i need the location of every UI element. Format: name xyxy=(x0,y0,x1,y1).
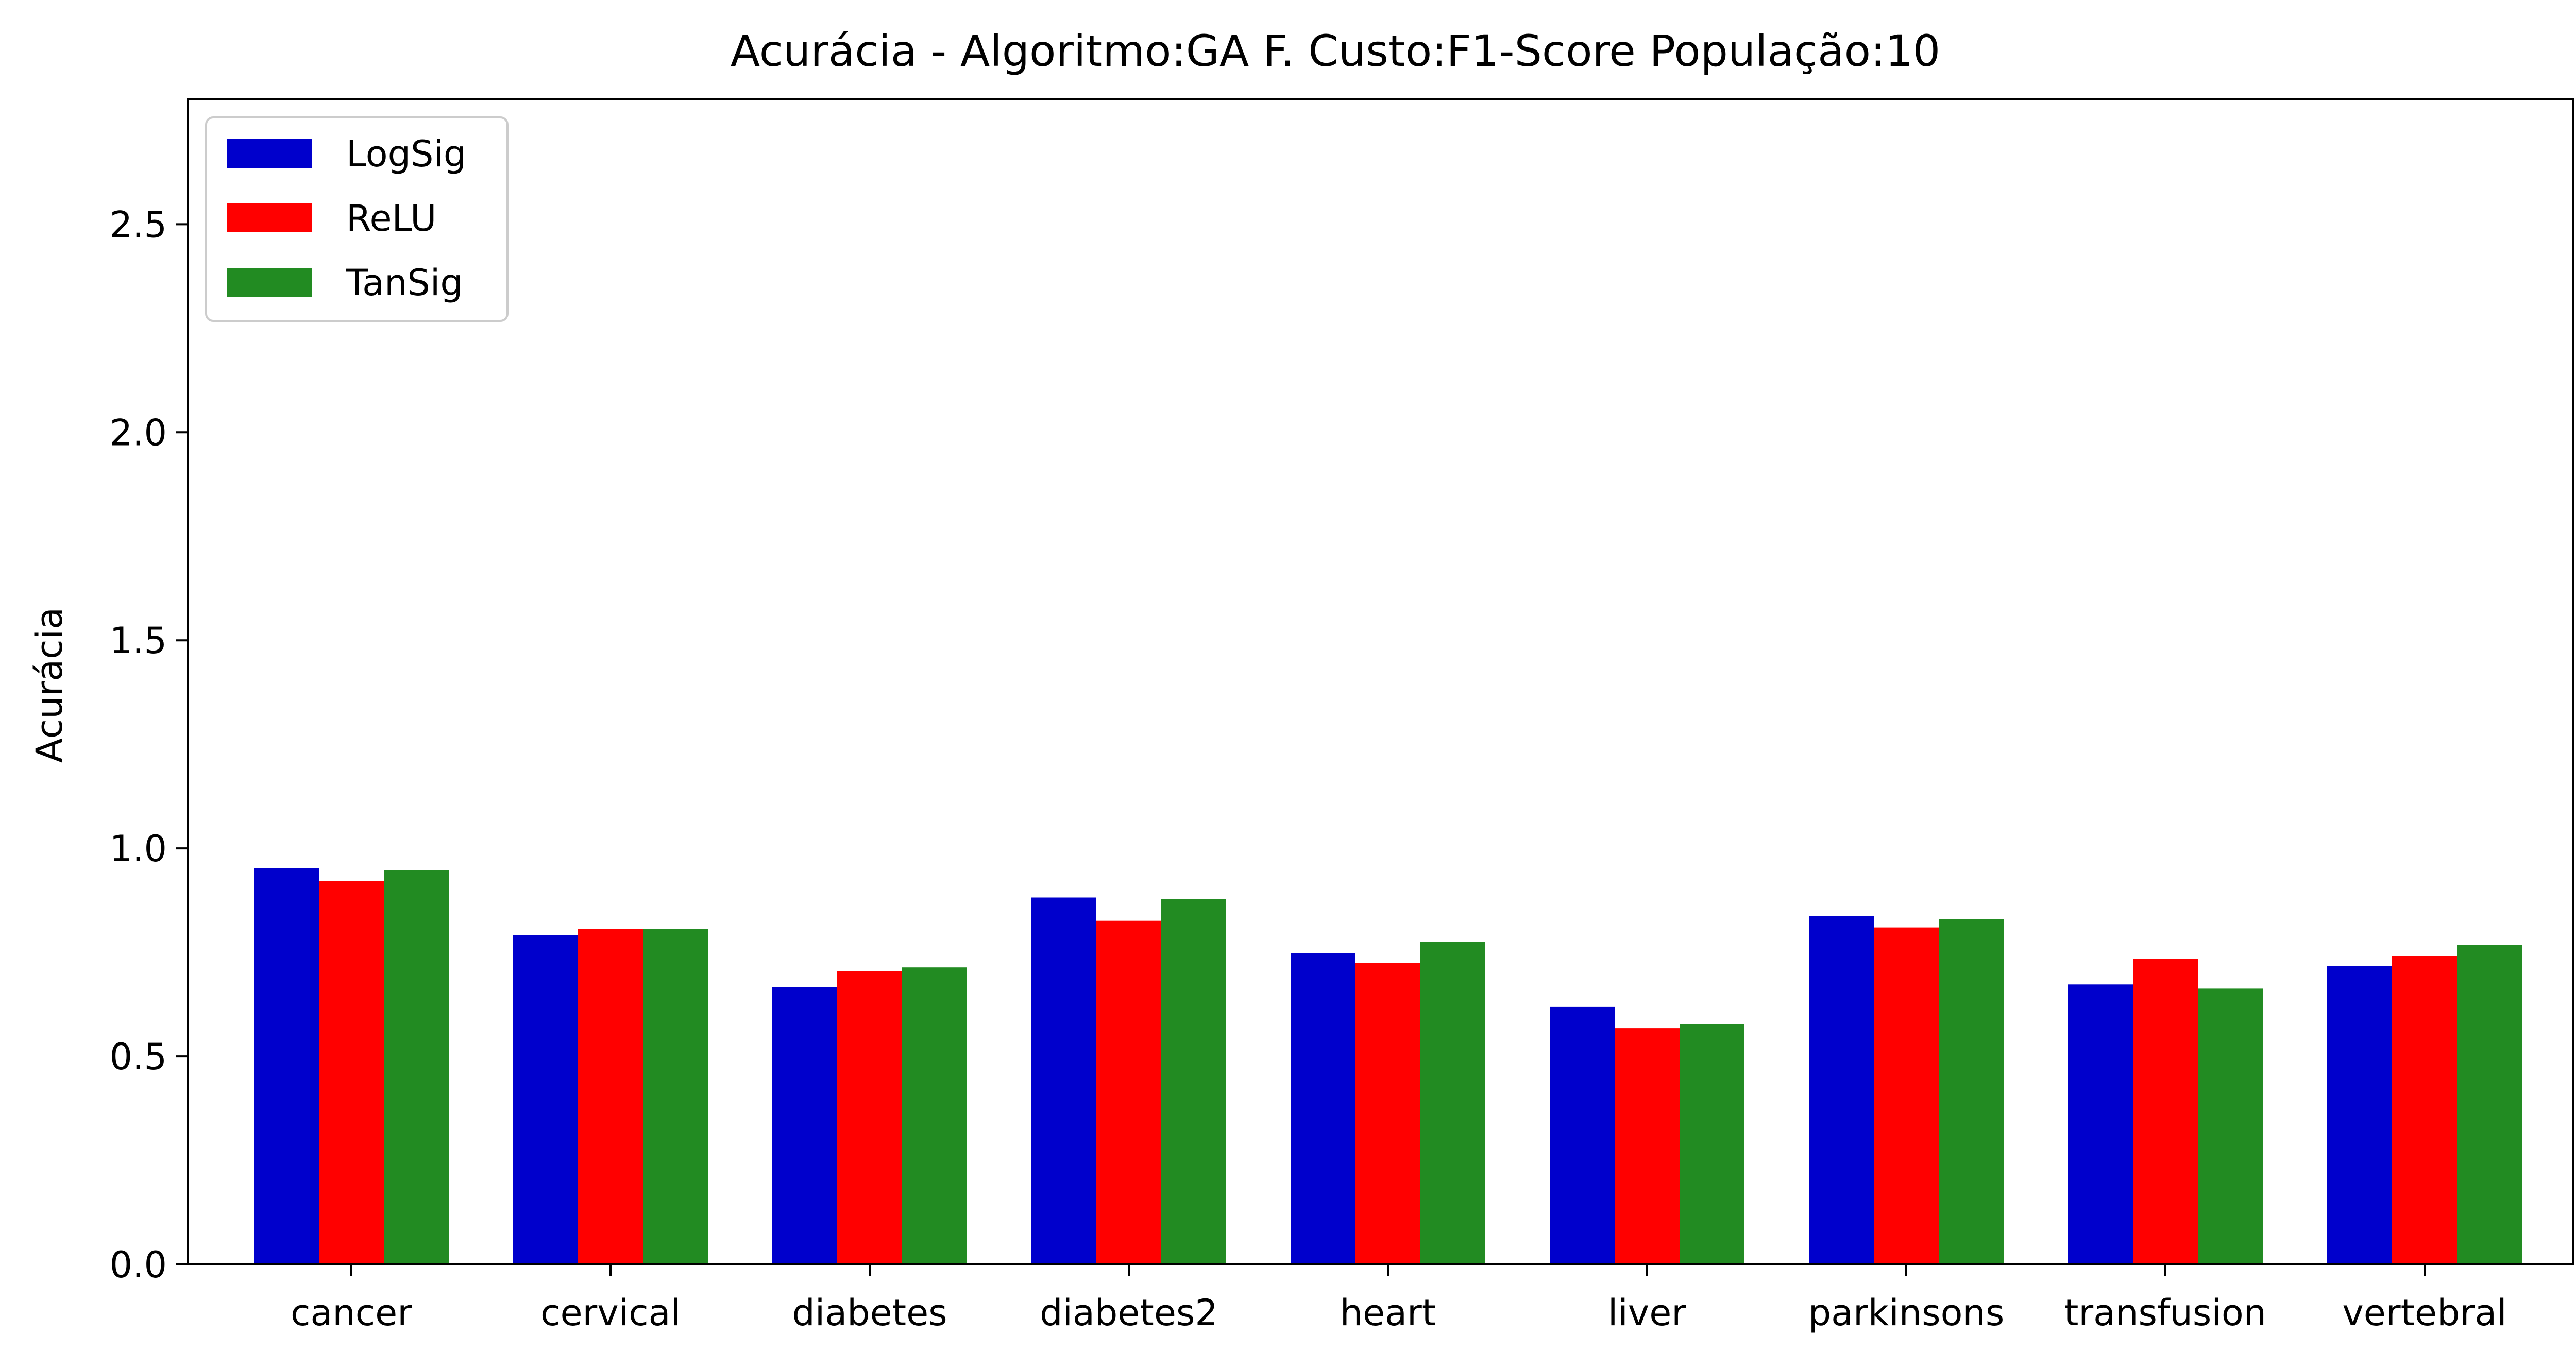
bars-layer xyxy=(254,868,2522,1264)
legend: LogSig ReLU TanSig xyxy=(205,116,509,322)
x-tick-label-cervical: cervical xyxy=(540,1292,681,1334)
x-tick-label-diabetes2: diabetes2 xyxy=(1040,1292,1218,1334)
bar-relu-vertebral xyxy=(2392,956,2457,1264)
x-axis: cancer cervical diabetes diabetes2 heart live… xyxy=(291,1264,2507,1334)
legend-label-logsig: LogSig xyxy=(346,133,466,175)
bar-logsig-cancer xyxy=(254,868,319,1264)
bar-relu-liver xyxy=(1615,1028,1680,1264)
y-axis: 0.0 0.5 1.0 1.5 2.0 2.5 xyxy=(110,203,188,1286)
bar-logsig-heart xyxy=(1291,953,1355,1264)
y-tick-label: 0.0 xyxy=(110,1244,167,1286)
bar-tansig-diabetes xyxy=(902,967,967,1264)
legend-swatch-logsig xyxy=(227,139,312,168)
x-tick-label-vertebral: vertebral xyxy=(2342,1292,2506,1334)
bar-tansig-heart xyxy=(1420,942,1485,1264)
bar-tansig-vertebral xyxy=(2457,945,2522,1264)
legend-label-tansig: TanSig xyxy=(346,262,463,304)
y-tick-label: 2.0 xyxy=(110,412,167,454)
bar-tansig-parkinsons xyxy=(1939,919,2004,1264)
x-tick-label-heart: heart xyxy=(1340,1292,1436,1334)
legend-label-relu: ReLU xyxy=(346,197,436,239)
legend-swatch-tansig xyxy=(227,268,312,297)
bar-logsig-diabetes2 xyxy=(1031,897,1096,1264)
bar-logsig-vertebral xyxy=(2327,966,2392,1264)
bar-logsig-cervical xyxy=(513,935,578,1264)
bar-tansig-diabetes2 xyxy=(1161,899,1226,1264)
y-tick-label: 1.0 xyxy=(110,828,167,870)
x-tick-label-diabetes: diabetes xyxy=(792,1292,947,1334)
x-tick-label-liver: liver xyxy=(1608,1292,1686,1334)
chart-title: Acurácia - Algoritmo:GA F. Custo:F1-Scor… xyxy=(731,26,1940,76)
bar-tansig-transfusion xyxy=(2198,988,2263,1264)
x-tick-label-cancer: cancer xyxy=(291,1292,412,1334)
bar-tansig-cervical xyxy=(643,929,708,1264)
bar-relu-diabetes xyxy=(837,971,902,1264)
y-axis-label: Acurácia xyxy=(28,607,71,763)
bar-tansig-liver xyxy=(1680,1024,1744,1264)
y-tick-label: 2.5 xyxy=(110,203,167,246)
y-tick-label: 1.5 xyxy=(110,620,167,662)
bar-tansig-cancer xyxy=(384,870,449,1264)
bar-logsig-parkinsons xyxy=(1809,916,1874,1264)
bar-relu-cervical xyxy=(578,929,643,1264)
bar-relu-heart xyxy=(1355,963,1420,1264)
y-tick-label: 0.5 xyxy=(110,1036,167,1078)
bar-relu-diabetes2 xyxy=(1096,920,1161,1264)
x-tick-label-parkinsons: parkinsons xyxy=(1808,1292,2005,1334)
bar-relu-cancer xyxy=(319,881,384,1264)
legend-swatch-relu xyxy=(227,203,312,232)
x-tick-label-transfusion: transfusion xyxy=(2064,1292,2266,1334)
plot-frame xyxy=(187,98,2574,1265)
bar-relu-transfusion xyxy=(2133,959,2198,1264)
bar-logsig-transfusion xyxy=(2068,984,2133,1264)
bar-relu-parkinsons xyxy=(1874,927,1939,1264)
bar-logsig-liver xyxy=(1550,1006,1615,1264)
bar-logsig-diabetes xyxy=(772,987,837,1264)
